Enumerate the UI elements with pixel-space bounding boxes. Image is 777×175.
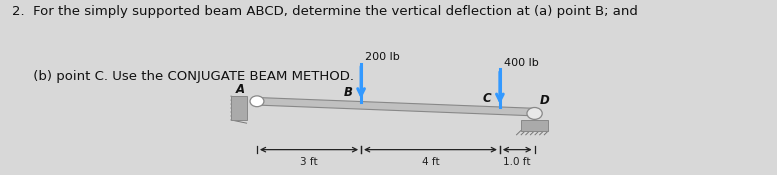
Text: 200 lb: 200 lb (365, 52, 400, 62)
Text: 2.  For the simply supported beam ABCD, determine the vertical deflection at (a): 2. For the simply supported beam ABCD, d… (12, 5, 638, 18)
Bar (231, 96, 246, 120)
Text: A: A (235, 83, 245, 96)
Text: C: C (483, 92, 491, 105)
Text: 3 ft: 3 ft (300, 157, 318, 167)
Circle shape (250, 96, 264, 107)
Text: 4 ft: 4 ft (422, 157, 439, 167)
Text: 400 lb: 400 lb (504, 58, 538, 68)
Polygon shape (257, 97, 535, 116)
Circle shape (527, 107, 542, 119)
Text: D: D (540, 94, 549, 107)
Text: (b) point C. Use the CONJUGATE BEAM METHOD.: (b) point C. Use the CONJUGATE BEAM METH… (12, 70, 354, 83)
Text: B: B (343, 86, 353, 99)
Bar (521, 120, 549, 131)
Text: 1.0 ft: 1.0 ft (503, 157, 531, 167)
